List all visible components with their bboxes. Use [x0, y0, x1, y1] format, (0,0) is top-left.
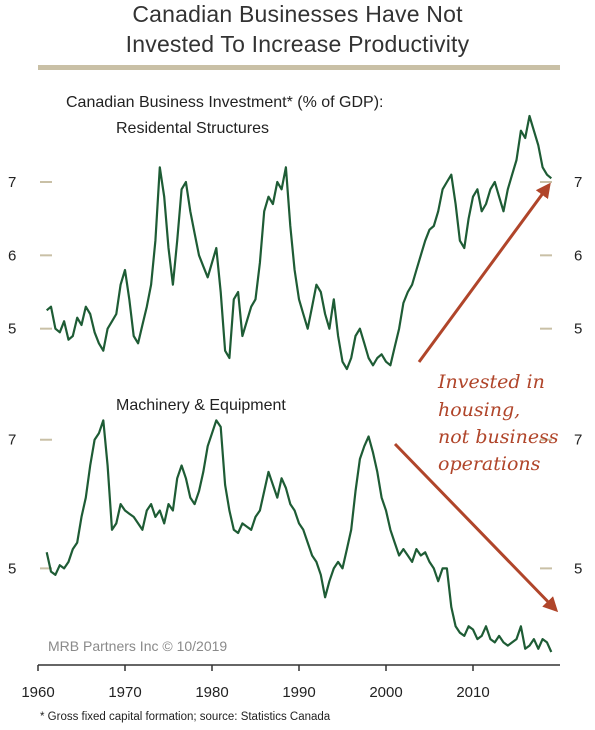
panel2-title: Machinery & Equipment	[116, 397, 286, 414]
annotation-line-4: operations	[438, 453, 541, 475]
y-tick-group: 5 5 6 6 7 7 5 5 7 7	[8, 174, 582, 577]
y-tick-label-left: 5	[8, 321, 16, 338]
annotation-line-2: housing,	[438, 399, 520, 421]
x-tick-label: 1980	[195, 684, 228, 701]
footnote: * Gross fixed capital formation; source:…	[40, 711, 331, 723]
y-tick-label-right: 5	[574, 560, 582, 577]
x-tick-label: 1970	[108, 684, 141, 701]
title-underline-rule	[38, 65, 560, 70]
x-tick-label: 1960	[21, 684, 54, 701]
y-tick-label-left: 6	[8, 247, 16, 264]
panel1-title: Canadian Business Investment* (% of GDP)…	[66, 94, 383, 111]
annotation-line-1: Invested in	[437, 371, 545, 393]
y-tick-label-right: 7	[574, 432, 582, 449]
x-tick-label: 2000	[369, 684, 402, 701]
y-tick-label-right: 7	[574, 174, 582, 191]
annotation-line-3: not business	[438, 426, 559, 448]
up-arrow	[417, 182, 551, 363]
x-tick-label: 1990	[282, 684, 315, 701]
panel1-subtitle: Residental Structures	[116, 120, 269, 137]
y-tick-label-left: 7	[8, 432, 16, 449]
y-tick-label-left: 5	[8, 560, 16, 577]
source-note: MRB Partners Inc © 10/2019	[48, 638, 227, 654]
series-line-panel-1	[45, 114, 553, 371]
x-tick-group: 1960 1970 1980 1990 2000 2010	[21, 665, 490, 701]
chart-title-line-2: Invested To Increase Productivity	[125, 31, 470, 57]
y-tick-label-right: 5	[574, 321, 582, 338]
x-tick-label: 2010	[456, 684, 489, 701]
series-line-panel-2	[45, 419, 553, 653]
y-tick-label-left: 7	[8, 174, 16, 191]
series-lines	[45, 114, 553, 653]
y-tick-label-right: 6	[574, 247, 582, 264]
down-arrow	[393, 442, 559, 613]
chart-title-line-1: Canadian Businesses Have Not	[132, 1, 463, 27]
